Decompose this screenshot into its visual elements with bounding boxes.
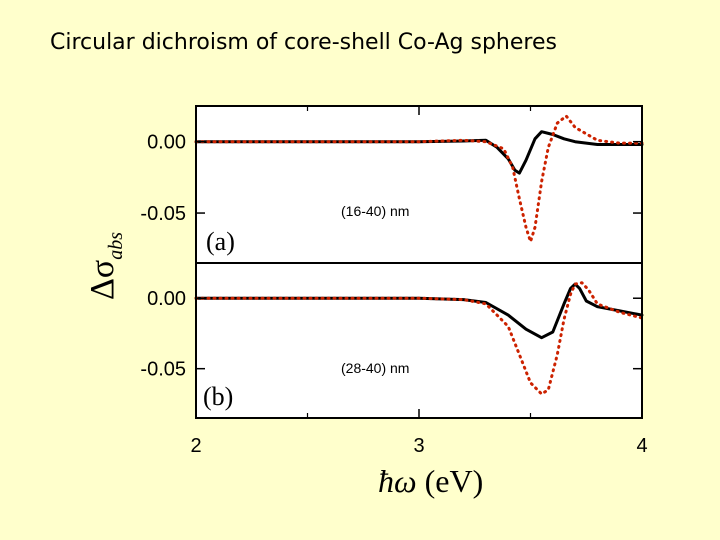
x-axis: 2 3 4 (190, 106, 648, 457)
slide-title: Circular dichroism of core-shell Co-Ag s… (50, 30, 557, 55)
y-axis-label: Δσabs (84, 232, 127, 300)
xtick-label-2: 4 (636, 435, 647, 457)
panel-b-series-dotted-line (194, 281, 644, 396)
panel-b-ytick-label-1: -0.05 (140, 359, 186, 381)
x-axis-unit: (eV) (425, 463, 484, 499)
panel-a-annotation: (16-40) nm (341, 203, 409, 219)
panel-a-series-dotted-line (194, 114, 644, 244)
panel-b-ytick-label-0: 0.00 (147, 288, 186, 310)
y-axis: 0.00 -0.05 0.00 -0.05 (140, 132, 642, 381)
panel-b-series-solid-line (194, 282, 644, 340)
panel-a-tag: (a) (206, 227, 235, 256)
panel-a: (a) (16-40) nm (194, 114, 644, 256)
panel-a-ytick-label-0: 0.00 (147, 132, 186, 154)
panel-b-annotation: (28-40) nm (341, 360, 409, 376)
xtick-label-0: 2 (190, 435, 201, 457)
y-axis-symbol: Δσ (84, 260, 121, 300)
panel-a-ytick-label-1: -0.05 (140, 203, 186, 225)
panel-b-tag: (b) (203, 382, 233, 411)
x-axis-symbol: ħω (378, 463, 417, 499)
x-axis-label: ħω (eV) (378, 463, 483, 499)
y-axis-subscript: abs (105, 232, 127, 260)
panel-b: (b) (28-40) nm (194, 281, 644, 411)
xtick-label-1: 3 (413, 435, 424, 457)
